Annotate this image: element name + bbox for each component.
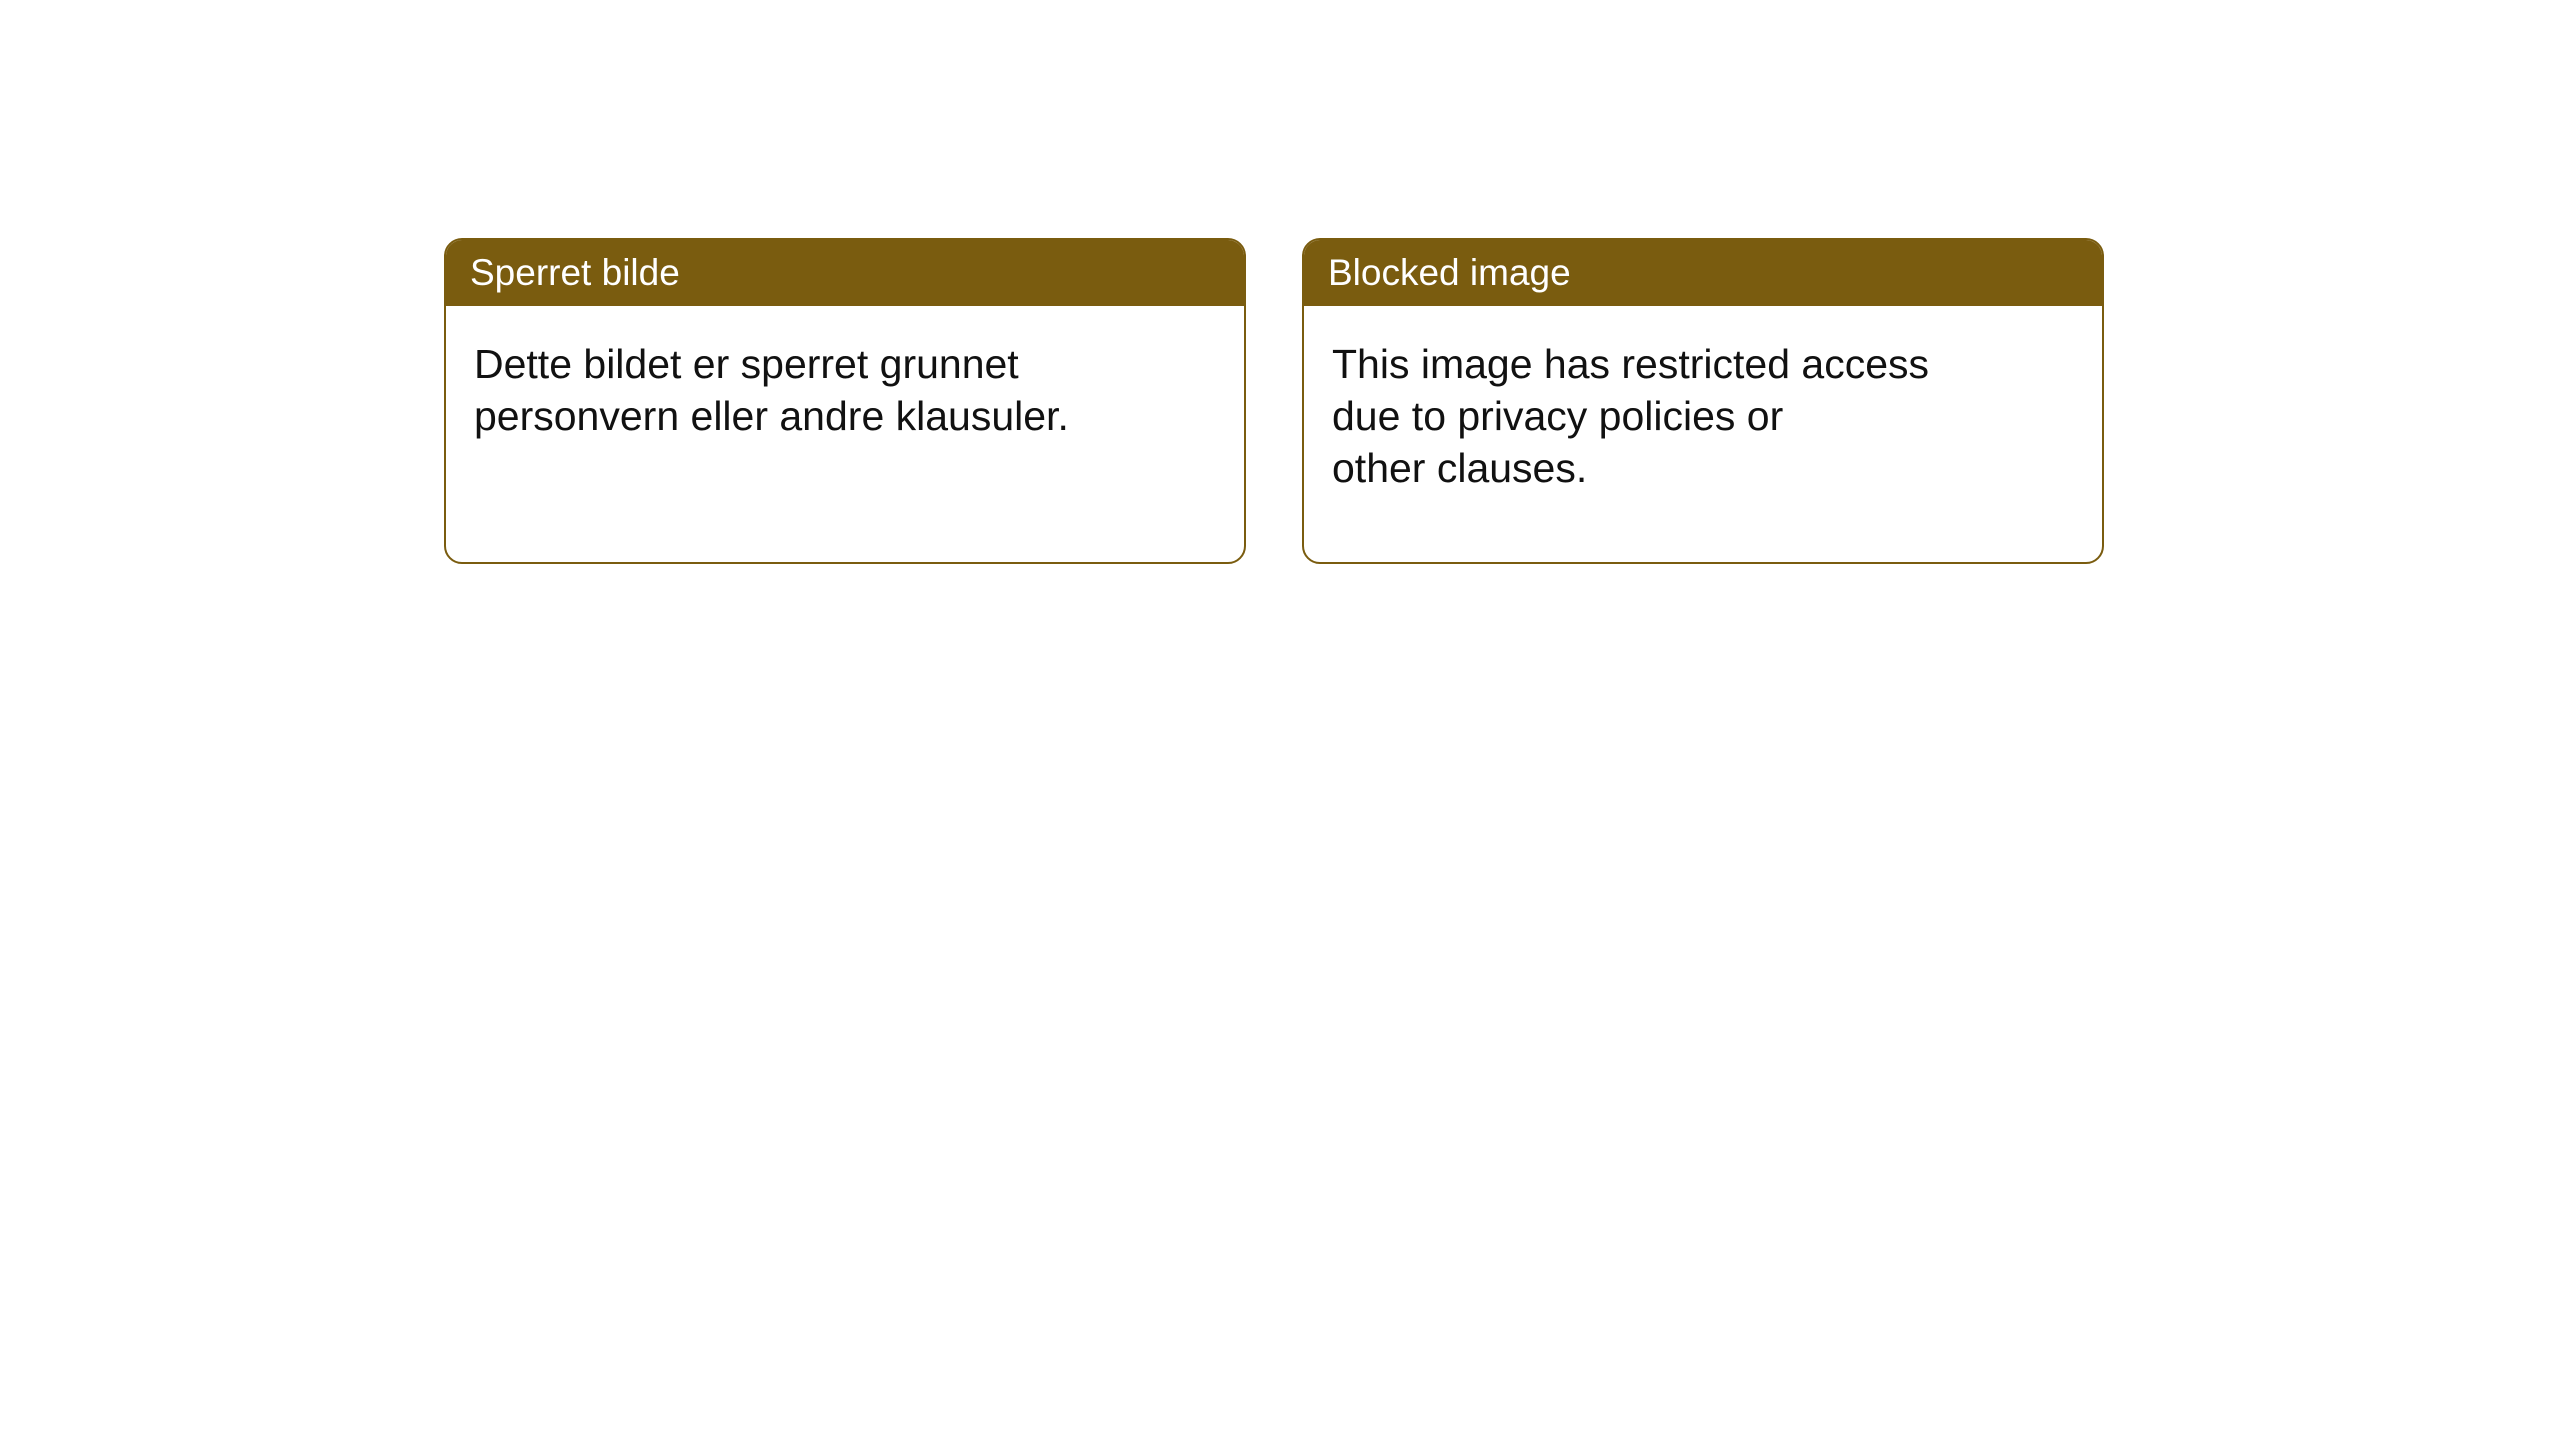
notice-box-norwegian: Sperret bilde Dette bildet er sperret gr… bbox=[444, 238, 1246, 564]
notice-header: Sperret bilde bbox=[446, 240, 1244, 306]
notice-title: Blocked image bbox=[1328, 252, 1571, 293]
notice-container: Sperret bilde Dette bildet er sperret gr… bbox=[0, 0, 2560, 564]
notice-title: Sperret bilde bbox=[470, 252, 680, 293]
notice-text: This image has restricted access due to … bbox=[1332, 341, 1929, 491]
notice-text: Dette bildet er sperret grunnet personve… bbox=[474, 341, 1069, 439]
notice-header: Blocked image bbox=[1304, 240, 2102, 306]
notice-body: This image has restricted access due to … bbox=[1304, 306, 1994, 562]
notice-body: Dette bildet er sperret grunnet personve… bbox=[446, 306, 1136, 510]
notice-box-english: Blocked image This image has restricted … bbox=[1302, 238, 2104, 564]
